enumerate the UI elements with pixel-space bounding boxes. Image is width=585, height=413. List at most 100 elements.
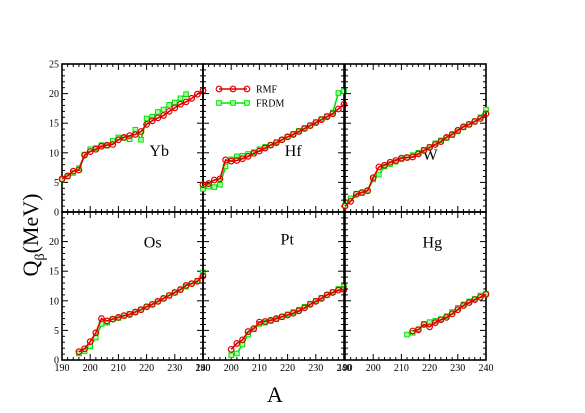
point-marker [376, 171, 382, 178]
point-marker [404, 331, 410, 338]
panel-frame [61, 63, 204, 213]
point-marker [323, 113, 331, 121]
point-marker [160, 295, 167, 302]
series-rmf [199, 100, 348, 189]
panel-w: W [341, 63, 490, 213]
x-tick-label: 230 [167, 363, 182, 374]
point-marker [92, 329, 100, 337]
y-tick-label: 20 [49, 237, 59, 248]
point-marker [81, 345, 88, 353]
x-tick-label: 220 [139, 363, 154, 374]
point-marker [323, 291, 331, 299]
point-marker [126, 311, 134, 318]
point-marker [471, 296, 479, 304]
x-tick-label: 240 [337, 363, 352, 374]
panel-pt: 190 200 210 220 230 240 Pt [196, 211, 352, 374]
x-tick-label: 210 [394, 363, 409, 374]
panel-os: 0 5 10 15 20 190 200 210 220 230 240 Os [49, 211, 211, 374]
point-marker [306, 300, 314, 308]
point-marker [193, 277, 201, 285]
point-marker [256, 147, 263, 155]
series-line [230, 288, 345, 350]
point-marker [341, 88, 347, 95]
point-marker [448, 131, 456, 138]
point-marker [250, 149, 258, 157]
legend-marker [229, 85, 237, 93]
point-marker [244, 152, 252, 160]
point-marker [148, 300, 156, 308]
point-marker [318, 295, 325, 302]
point-marker [437, 138, 445, 145]
x-tick-label: 200 [83, 363, 98, 374]
y-tick-label: 10 [49, 148, 59, 159]
point-marker [148, 117, 156, 125]
point-marker [193, 90, 201, 98]
point-marker [426, 323, 434, 331]
x-tick-label: 190 [338, 363, 353, 374]
point-marker [171, 289, 179, 296]
element-label-hg: Hg [423, 235, 443, 252]
point-marker [301, 125, 308, 132]
point-marker [234, 350, 240, 357]
point-marker [465, 120, 473, 128]
point-marker [471, 118, 479, 125]
point-marker [420, 147, 428, 154]
point-marker [295, 128, 303, 135]
point-marker [448, 310, 456, 318]
x-tick-label: 190 [55, 363, 70, 374]
point-marker [272, 139, 280, 147]
y-axis-title: Qβ(MeV) [18, 194, 48, 277]
point-marker [160, 106, 167, 113]
series-rmf [58, 87, 207, 183]
point-marker [476, 115, 484, 122]
point-marker [454, 306, 462, 314]
point-marker [426, 144, 434, 151]
point-marker [250, 325, 258, 333]
point-marker [171, 104, 179, 112]
point-marker [126, 136, 133, 142]
point-marker [234, 153, 240, 160]
point-marker [329, 110, 337, 118]
point-marker [98, 315, 105, 322]
point-marker [347, 197, 355, 205]
point-marker [64, 172, 72, 180]
legend: RMF FRDM [215, 85, 284, 110]
series-rmf [227, 286, 348, 353]
legend-marker [216, 100, 222, 106]
point-marker [431, 141, 439, 148]
point-marker [165, 107, 173, 115]
point-marker [465, 299, 473, 306]
y-tick-label: 15 [49, 267, 59, 278]
element-label-hf: Hf [285, 143, 303, 160]
point-marker [137, 306, 145, 314]
point-marker [75, 348, 83, 356]
point-marker [392, 157, 400, 164]
point-marker [420, 321, 428, 328]
x-tick-label: 190 [196, 363, 211, 374]
y-tick-label: 10 [49, 296, 59, 307]
point-marker [454, 126, 462, 134]
point-marker [341, 202, 349, 210]
point-marker [312, 119, 320, 127]
point-marker [149, 113, 156, 120]
point-marker [340, 286, 348, 293]
point-marker [261, 144, 269, 152]
point-marker [154, 114, 162, 122]
panel-yb: 0 5 10 15 20 25 Yb [49, 60, 207, 219]
point-marker [414, 150, 422, 158]
point-marker [143, 115, 150, 122]
legend-marker [244, 100, 250, 106]
legend-label-rmf: RMF [256, 85, 278, 96]
y-axis-title-sub: β [33, 253, 48, 260]
point-marker [138, 136, 144, 143]
y-tick-label: 5 [54, 326, 59, 337]
point-marker [443, 134, 450, 141]
point-marker [482, 290, 490, 298]
point-marker [86, 148, 94, 156]
y-axis-title-group: Qβ(MeV) [18, 194, 48, 277]
point-marker [364, 187, 371, 195]
y-tick-label: 5 [54, 178, 59, 189]
point-marker [381, 161, 388, 169]
point-marker [172, 99, 178, 106]
